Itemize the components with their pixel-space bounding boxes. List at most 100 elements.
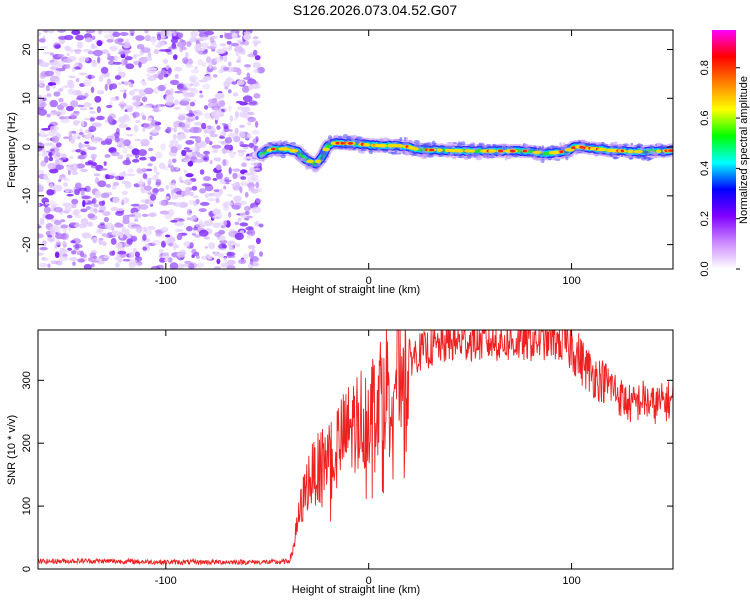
noise-blob [107,172,117,176]
ridge-blob [284,140,288,144]
noise-blob [93,204,99,208]
noise-blob [237,40,244,47]
noise-blob [121,197,130,205]
noise-blob [227,122,231,130]
noise-blob [117,82,122,85]
noise-blob [219,136,226,139]
noise-blob [219,244,223,249]
noise-blob [237,217,242,222]
noise-blob [223,220,228,226]
noise-blob [218,229,226,235]
noise-blob [69,257,79,261]
colorbar-tick-label: 0.0 [699,261,711,276]
noise-blob [39,246,48,251]
noise-blob [226,194,233,197]
noise-blob [96,258,103,261]
noise-blob [132,88,140,92]
noise-blob [102,211,111,217]
noise-blob [126,145,133,149]
noise-blob [121,227,126,233]
ridge-blob [609,152,613,157]
noise-blob [148,147,154,152]
ridge-blob [280,154,286,159]
ridge-blob [468,144,475,148]
spectrogram-ylabel: Frequency (Hz) [6,112,18,188]
ridge-blob [290,146,294,150]
noise-blob [181,126,188,131]
noise-blob [145,177,153,181]
noise-blob [248,251,255,258]
noise-blob [39,262,48,268]
noise-blob [74,49,81,55]
noise-blob [213,189,221,192]
noise-blob [185,149,193,153]
ridge-blob [290,142,297,145]
colorbar-ticks: 0.0 0.2 0.4 0.6 0.8 [699,60,740,277]
ridge-blob [427,154,434,158]
noise-blob [62,242,68,248]
ridge-blob [569,154,574,158]
ridge-blob [305,166,310,170]
noise-blob [83,102,92,108]
noise-blob [131,101,141,107]
noise-blob [99,168,108,171]
ridge-blob [505,154,513,159]
noise-blob [92,49,103,57]
noise-blob [183,169,188,174]
noise-blob [195,116,199,120]
noise-blob [97,30,103,35]
noise-blob [95,115,105,121]
noise-blob [234,243,241,248]
noise-blob [196,153,205,158]
ridge-blob [402,149,407,154]
noise-blob [94,190,101,199]
noise-blob [251,262,260,267]
ridge-blob [402,141,409,146]
noise-blob [222,159,227,167]
ridge-blob [622,143,629,146]
noise-blob [188,263,195,269]
noise-blob [168,242,173,247]
noise-blob [219,239,228,244]
noise-blob [155,151,163,159]
ridge-blob [546,146,551,150]
noise-blob [226,265,236,269]
noise-blob [39,62,50,68]
noise-blob [88,129,94,133]
ridge-blob [645,152,648,157]
noise-blob [253,93,261,99]
noise-blob [114,223,124,228]
noise-blob [141,96,148,103]
noise-blob [207,98,217,103]
noise-blob [214,157,222,162]
noise-blob [150,194,157,201]
noise-blob [55,241,62,246]
noise-blob [247,121,251,126]
noise-blob [75,34,85,41]
noise-blob [124,109,128,112]
ridge-red [347,142,354,145]
noise-blob [130,203,140,207]
noise-blob [157,84,166,92]
noise-blob [147,117,153,122]
ridge-blob [512,154,519,158]
noise-blob [203,236,211,240]
noise-blob [204,30,215,36]
noise-blob [163,83,168,88]
noise-blob [123,139,131,147]
noise-blob [166,201,177,205]
noise-blob [83,263,92,269]
noise-blob [230,42,240,47]
noise-blob [39,72,46,80]
noise-blob [44,142,54,146]
colorbar-label: Normalized spectral amplitude [738,76,750,224]
noise-blob [77,136,81,140]
noise-blob [104,154,111,158]
ridge-blob [492,143,496,148]
noise-blob [115,175,119,180]
noise-blob [142,105,151,108]
noise-blob [81,222,86,227]
noise-blob [158,200,167,206]
ridge-blob [386,139,389,143]
